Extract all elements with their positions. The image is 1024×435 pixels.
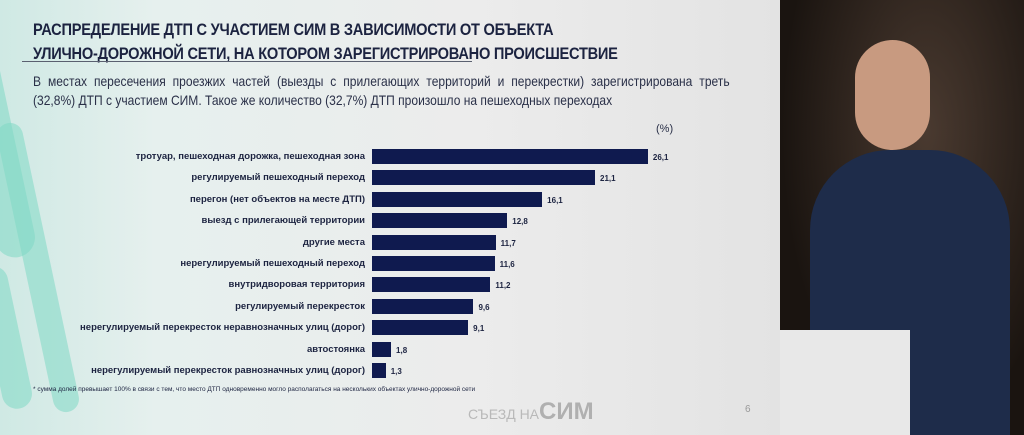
category-label: нерегулируемый перекресток равнозначных … — [91, 365, 365, 376]
unit-label: (%) — [656, 123, 674, 135]
value-label: 9,1 — [473, 324, 485, 334]
value-label: 26,1 — [652, 153, 669, 162]
bar — [372, 234, 496, 250]
value-label: 11,6 — [499, 260, 515, 269]
slide-title: РАСПРЕДЕЛЕНИЕ ДТП С УЧАСТИЕМ СИМ В ЗАВИС… — [33, 18, 618, 66]
value-label: 1,8 — [396, 345, 408, 355]
value-label: 11,2 — [495, 281, 511, 291]
title-line: УЛИЧНО-ДОРОЖНОЙ СЕТИ, НА КОТОРОМ ЗАРЕГИС… — [33, 44, 618, 63]
page-number: 6 — [745, 404, 751, 415]
bar — [372, 213, 508, 229]
category-label: нерегулируемый пешеходный переход — [180, 258, 365, 269]
value-label: 11,7 — [500, 238, 516, 248]
bar — [372, 320, 469, 336]
desk — [780, 330, 910, 435]
category-label: автостоянка — [306, 343, 365, 355]
category-label: другие места — [302, 236, 365, 248]
footnote: * сумма долей превышает 100% в связи с т… — [33, 386, 476, 393]
bar — [372, 363, 386, 378]
logo-prefix: СЪЕЗД НА — [468, 406, 540, 422]
logo-brand: СИМ — [539, 398, 594, 425]
bar — [372, 277, 491, 293]
value-label: 1,3 — [390, 367, 402, 376]
speaker-video — [780, 0, 1024, 435]
category-label: регулируемый перекресток — [235, 300, 365, 312]
bar — [372, 341, 392, 357]
presentation-slide: РАСПРЕДЕЛЕНИЕ ДТП С УЧАСТИЕМ СИМ В ЗАВИС… — [0, 0, 780, 435]
slide-subtitle: В местах пересечения проезжих частей (вы… — [33, 73, 730, 108]
category-label: выезд с прилегающей территории — [201, 215, 365, 227]
logo: СЪЕЗД НАСИМ — [468, 398, 678, 426]
bar — [372, 298, 474, 314]
bar — [372, 170, 596, 186]
value-label: 16,1 — [547, 195, 563, 205]
category-label: перегон (нет объектов на месте ДТП) — [189, 193, 365, 205]
title-divider — [22, 61, 472, 62]
category-label: внутридворовая территория — [228, 279, 365, 291]
value-label: 21,1 — [600, 174, 616, 184]
bar — [372, 191, 543, 207]
category-label: тротуар, пешеходная дорожка, пешеходная … — [135, 151, 365, 162]
category-label: нерегулируемый перекресток неравнозначны… — [80, 322, 365, 334]
value-label: 9,6 — [478, 302, 490, 312]
speaker-head — [855, 40, 930, 150]
bar — [372, 149, 648, 164]
category-label: регулируемый пешеходный переход — [191, 172, 365, 184]
bar — [372, 256, 495, 271]
title-line: РАСПРЕДЕЛЕНИЕ ДТП С УЧАСТИЕМ СИМ В ЗАВИС… — [33, 20, 554, 39]
value-label: 12,8 — [512, 217, 528, 227]
